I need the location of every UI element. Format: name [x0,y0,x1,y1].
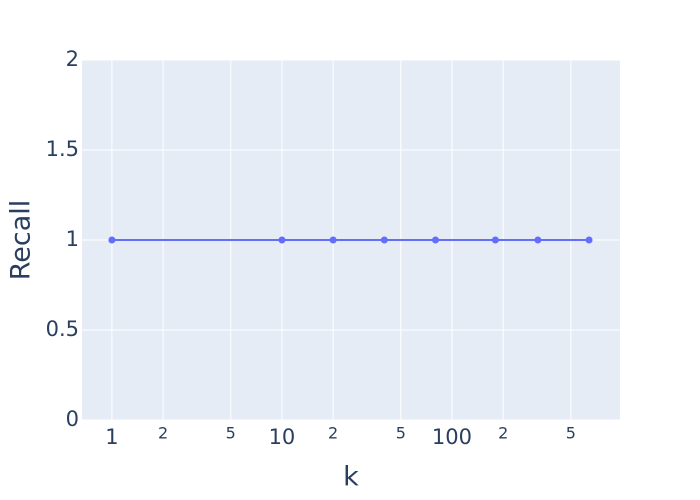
point [329,236,337,244]
x-tick-label: 2 [498,424,508,443]
x-tick-label: 5 [226,424,236,443]
y-axis-title: Recall [6,200,37,281]
x-tick-label: 5 [396,424,406,443]
point [278,236,286,244]
x-axis-title: k [343,462,359,493]
x-tick-label: 2 [158,424,168,443]
x-tick-label: 10 [269,425,296,449]
x-tick-label: 100 [432,425,472,449]
point [380,236,388,244]
point [534,236,542,244]
y-tick-label: 0 [66,407,79,431]
y-tick-label: 1 [66,227,79,251]
point [585,236,593,244]
x-tick-label: 2 [328,424,338,443]
x-tick-label: 1 [105,425,118,449]
point [432,236,440,244]
point [491,236,499,244]
point [108,236,116,244]
y-tick-label: 1.5 [46,137,79,161]
y-tick-label: 0.5 [46,317,79,341]
x-tick-label: 5 [566,424,576,443]
y-tick-label: 2 [66,47,79,71]
